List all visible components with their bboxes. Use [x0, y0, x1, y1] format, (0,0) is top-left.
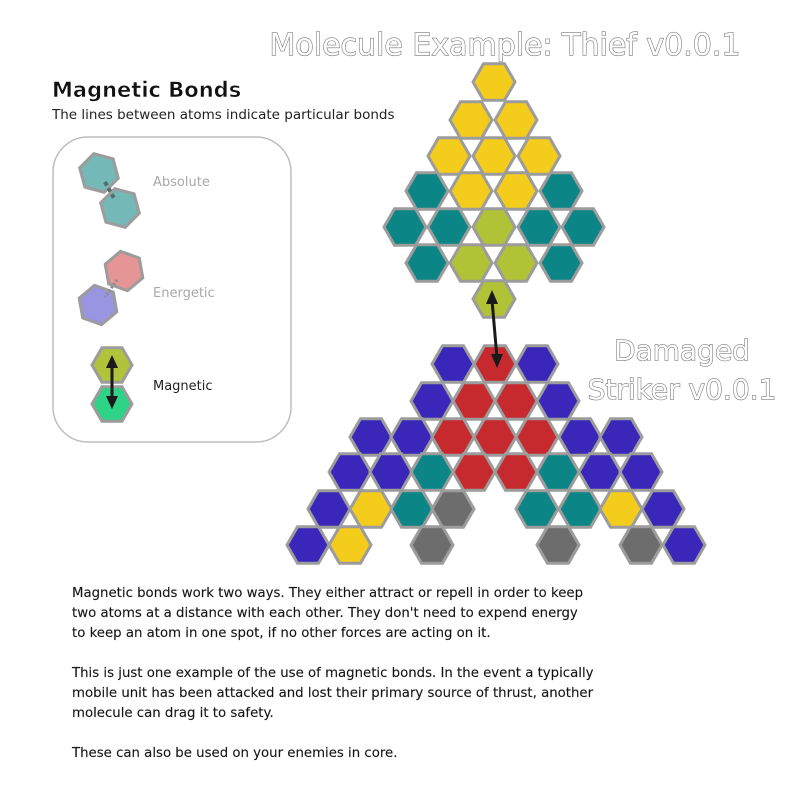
atom-blue-hex [306, 489, 352, 529]
striker-title-line-2: Striker v0.0.1 [588, 373, 777, 406]
magnetic-bond-link [486, 290, 503, 368]
description-line: molecule can drag it to safety. [72, 706, 274, 721]
atom-teal-hex [516, 207, 562, 247]
atom-teal-hex [557, 489, 603, 529]
legend-label-energetic: Energetic [153, 286, 215, 301]
description-paragraph-3: These can also be used on your enemies i… [72, 744, 672, 764]
atom-blue-hex [577, 452, 623, 492]
description-line: These can also be used on your enemies i… [72, 746, 398, 761]
description-paragraph-2: This is just one example of the use of m… [72, 664, 672, 724]
atom-yellow-hex [493, 100, 539, 140]
atom-blue-hex [368, 452, 414, 492]
atom-red-hex [514, 417, 560, 457]
atom-blue-hex [327, 452, 373, 492]
atom-yellow-hex [516, 136, 562, 176]
atom-red-hex [451, 452, 497, 492]
atom-teal-hex [404, 171, 450, 211]
atom-teal-hex [389, 489, 435, 529]
legend-energetic-hex-bottom [77, 283, 119, 327]
atom-blue-hex [618, 452, 664, 492]
atom-teal-hex [514, 489, 560, 529]
atom-blue-hex [430, 344, 476, 384]
atom-blue-hex [640, 489, 686, 529]
striker-title-line-1: Damaged [614, 334, 750, 367]
atom-gray-hex [535, 525, 581, 565]
thief-molecule [382, 62, 606, 319]
atom-yellow-hex [426, 136, 472, 176]
atom-red-hex [493, 381, 539, 421]
atom-yellow-hex [327, 525, 373, 565]
atom-blue-hex [598, 417, 644, 457]
atom-blue-hex [514, 344, 560, 384]
atom-blue-hex [535, 381, 581, 421]
atom-teal-hex [426, 207, 472, 247]
atom-blue-hex [285, 525, 331, 565]
atom-yellow-hex [471, 62, 517, 102]
atom-red-hex [451, 381, 497, 421]
atom-yellow-hex [348, 489, 394, 529]
atom-teal-hex [538, 171, 584, 211]
legend-hexes [77, 152, 145, 423]
absolute-bond-line [103, 181, 117, 201]
legend-energetic-hex-top [103, 249, 145, 293]
legend-label-magnetic: Magnetic [153, 379, 213, 394]
magnetic-bond-arrowhead [106, 396, 118, 409]
description-paragraph-1: Magnetic bonds work two ways. They eithe… [72, 584, 672, 644]
atom-teal-hex [409, 452, 455, 492]
atom-red-hex [493, 452, 539, 492]
legend-subheading: The lines between atoms indicate particu… [51, 107, 395, 123]
atom-blue-hex [557, 417, 603, 457]
energetic-bond-line [103, 279, 119, 298]
atom-yellow-hex [598, 489, 644, 529]
description-line: This is just one example of the use of m… [72, 666, 594, 681]
atom-teal-hex [404, 243, 450, 283]
description-line: two atoms at a distance with each other.… [72, 606, 578, 621]
atom-blue-hex [389, 417, 435, 457]
atom-teal-hex [535, 452, 581, 492]
atom-teal-hex [560, 207, 606, 247]
atom-teal-hex [538, 243, 584, 283]
molecule-title: Molecule Example: Thief v0.0.1 [270, 28, 741, 63]
atom-blue-hex [348, 417, 394, 457]
striker-molecule [285, 344, 707, 565]
atom-gray-hex [618, 525, 664, 565]
description-text: Magnetic bonds work two ways. They eithe… [72, 584, 672, 784]
magnetic-bond-arrowhead [106, 355, 118, 368]
atom-teal-hex [382, 207, 428, 247]
atom-blue-hex [409, 381, 455, 421]
atom-lime-hex [448, 243, 494, 283]
atom-yellow-hex [448, 100, 494, 140]
legend-label-absolute: Absolute [153, 175, 210, 190]
legend-heading: Magnetic Bonds [52, 78, 241, 102]
description-line: to keep an atom in one spot, if no other… [72, 626, 491, 641]
atom-blue-hex [661, 525, 707, 565]
atom-gray-hex [409, 525, 455, 565]
legend-box [52, 136, 292, 443]
atom-red-hex [472, 417, 518, 457]
atom-gray-hex [430, 489, 476, 529]
description-line: Magnetic bonds work two ways. They eithe… [72, 586, 584, 601]
atom-yellow-hex [448, 171, 494, 211]
atom-lime-hex [471, 207, 517, 247]
atom-yellow-hex [471, 136, 517, 176]
atom-yellow-hex [493, 171, 539, 211]
atom-red-hex [430, 417, 476, 457]
legend-absolute-hex-bottom [99, 187, 141, 229]
atom-lime-hex [493, 243, 539, 283]
description-line: mobile unit has been attacked and lost t… [72, 686, 594, 701]
legend-absolute-hex-top [78, 152, 120, 194]
